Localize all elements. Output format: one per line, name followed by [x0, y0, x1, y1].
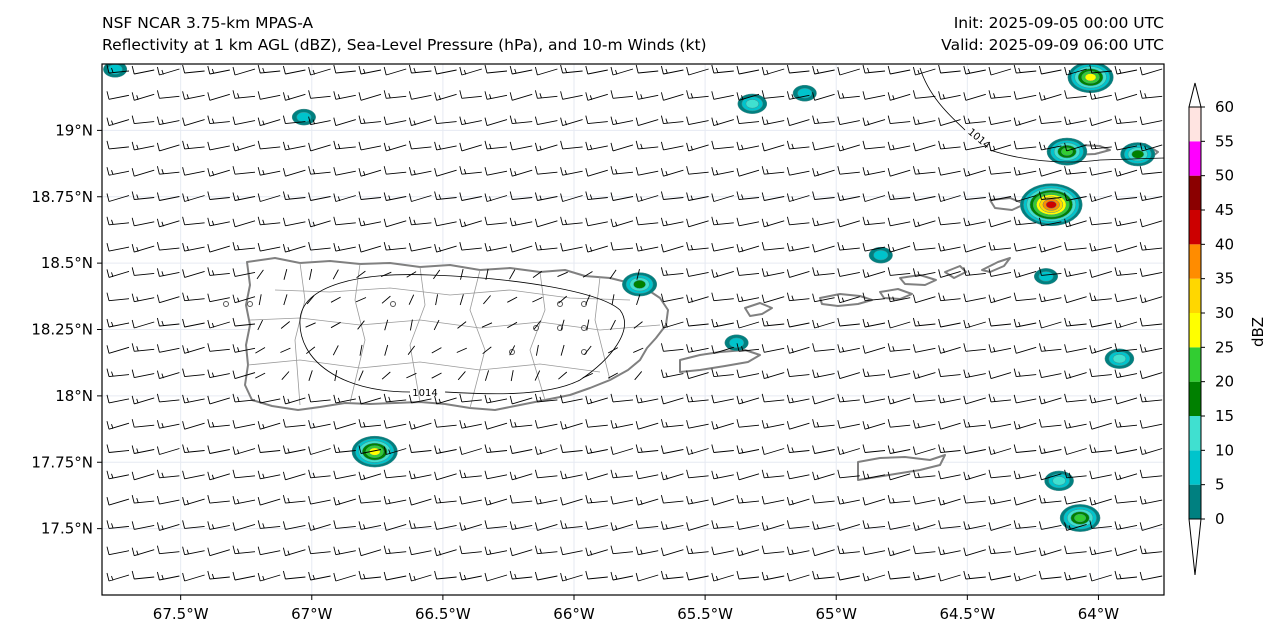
reflectivity-cell-7 [1104, 348, 1135, 369]
puerto-rico-coast [244, 257, 669, 411]
colorbar-tick-label: 10 [1215, 441, 1234, 459]
colorbar: 0 5 10 15 20 25 30 35 40 45 50 55 60 [1188, 82, 1234, 576]
reflectivity-cell-12 [1034, 268, 1058, 285]
lat-tick-label: 18.75°N [31, 188, 93, 206]
colorbar-bin-1 [1189, 450, 1201, 485]
colorbar-bin-3 [1189, 381, 1201, 416]
lon-tick-label: 65.5°W [677, 605, 733, 623]
lat-tick-label: 18.25°N [31, 321, 93, 339]
colorbar-bin-2 [1189, 416, 1201, 451]
reflectivity-cell-4 [351, 435, 398, 468]
colorbar-tick-label: 30 [1215, 304, 1234, 322]
valid-time: Valid: 2025-09-09 06:00 UTC [941, 36, 1164, 54]
isobar-label-pr: 1014 [412, 388, 437, 399]
reflectivity-cell-1 [1120, 142, 1156, 167]
wind-barbs [106, 64, 1163, 582]
colorbar-tick-label: 25 [1215, 338, 1234, 356]
lat-tick-label: 17.5°N [41, 520, 93, 538]
coastlines [244, 143, 1159, 481]
colorbar-tick-label: 45 [1215, 201, 1234, 219]
culebra-coast [744, 302, 773, 317]
colorbar-bin-0 [1189, 484, 1201, 519]
colorbar-extend-max [1188, 82, 1202, 108]
reflectivity-cell-5 [622, 272, 658, 297]
colorbar-tick-label: 15 [1215, 407, 1234, 425]
colorbar-tick-label: 0 [1215, 510, 1225, 528]
st-john-coast [879, 288, 913, 300]
latitude-ticks: 19°N 18.75°N 18.5°N 18.25°N 18°N 17.75°N 17.5°… [31, 121, 102, 538]
reflectivity-cell-9 [1059, 504, 1101, 532]
tortola-coast [899, 274, 937, 286]
lon-tick-label: 66.5°W [415, 605, 471, 623]
reflectivity-cell-0 [1046, 137, 1088, 166]
lat-tick-label: 17.75°N [31, 453, 93, 471]
colorbar-tick-label: 55 [1215, 132, 1234, 150]
colorbar-bin-4 [1189, 347, 1201, 382]
colorbar-tick-label: 40 [1215, 235, 1234, 253]
colorbar-bin-6 [1189, 278, 1201, 313]
longitude-ticks: 67.5°W 67°W 66.5°W 66°W 65.5°W 65°W 64.5°W 64°W [153, 595, 1120, 623]
colorbar-tick-label: 50 [1215, 167, 1234, 185]
vieques-coast [679, 349, 761, 373]
colorbar-bin-10 [1189, 141, 1201, 176]
lon-tick-label: 66°W [553, 605, 595, 623]
colorbar-label: dBZ [1249, 317, 1267, 347]
lat-tick-label: 18°N [55, 387, 93, 405]
colorbar-bin-5 [1189, 313, 1201, 348]
lon-tick-label: 64.5°W [939, 605, 995, 623]
model-title: NSF NCAR 3.75-km MPAS-A [102, 14, 314, 32]
colorbar-bin-11 [1189, 107, 1201, 142]
lat-tick-label: 18.5°N [41, 254, 93, 272]
colorbar-bin-8 [1189, 210, 1201, 245]
lon-tick-label: 67°W [291, 605, 333, 623]
init-time: Init: 2025-09-05 00:00 UTC [953, 14, 1164, 32]
colorbar-bin-7 [1189, 244, 1201, 279]
isobar-1014-ne [919, 67, 1164, 163]
colorbar-tick-label: 5 [1215, 476, 1225, 494]
isobar-1014-pr [299, 274, 625, 395]
colorbar-tick-label: 20 [1215, 373, 1234, 391]
colorbar-extend-min [1188, 518, 1202, 576]
lon-tick-label: 64°W [1078, 605, 1120, 623]
reflectivity-cell-11 [868, 246, 893, 264]
virgin-gorda-coast [944, 265, 967, 279]
reflectivity-cell-2 [1019, 183, 1083, 227]
colorbar-tick-label: 60 [1215, 98, 1234, 116]
isobars [299, 67, 1164, 395]
colorbar-bin-9 [1189, 175, 1201, 210]
fields-title: Reflectivity at 1 km AGL (dBZ), Sea-Leve… [102, 36, 707, 54]
wind-barb-field [106, 64, 1163, 582]
lat-tick-label: 19°N [55, 121, 93, 139]
colorbar-tick-label: 35 [1215, 270, 1234, 288]
reflectivity-cell-10 [724, 334, 749, 352]
lon-tick-label: 65°W [816, 605, 858, 623]
lon-tick-label: 67.5°W [153, 605, 209, 623]
reflectivity-cell-13 [103, 64, 128, 78]
